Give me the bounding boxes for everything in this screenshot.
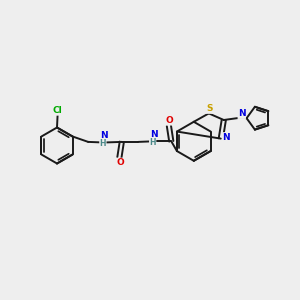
Text: H: H <box>149 138 156 147</box>
Text: N: N <box>222 133 230 142</box>
Text: Cl: Cl <box>53 106 62 115</box>
Text: S: S <box>206 104 213 113</box>
Text: O: O <box>116 158 124 167</box>
Text: N: N <box>150 130 158 139</box>
Text: O: O <box>166 116 173 125</box>
Text: H: H <box>100 140 106 148</box>
Text: N: N <box>100 131 108 140</box>
Text: N: N <box>238 110 246 118</box>
